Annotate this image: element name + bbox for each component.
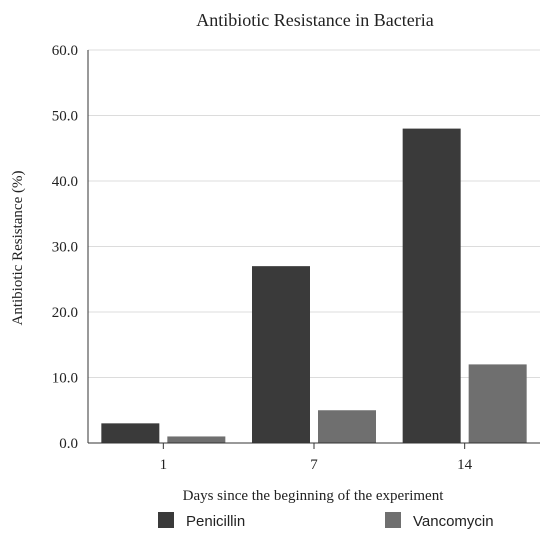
bar-penicillin-14	[402, 128, 461, 443]
y-axis-label: Antibiotic Resistance (%)	[10, 171, 26, 326]
y-tick-label: 40.0	[52, 174, 78, 190]
y-tick-label: 10.0	[52, 371, 78, 387]
bar-vancomycin-1	[167, 436, 226, 443]
bar-penicillin-7	[252, 266, 310, 443]
legend: Penicillin Vancomycin	[158, 512, 494, 530]
bar-vancomycin-7	[318, 410, 376, 443]
bar-penicillin-1	[101, 423, 160, 443]
legend-label-penicillin: Penicillin	[186, 513, 245, 530]
legend-label-vancomycin: Vancomycin	[413, 513, 494, 530]
legend-swatch-penicillin	[158, 512, 174, 528]
x-tick-label: 1	[160, 457, 168, 473]
bar-vancomycin-14	[468, 364, 527, 443]
y-tick-label: 50.0	[52, 109, 78, 125]
y-tick-label: 0.0	[59, 436, 78, 452]
legend-swatch-vancomycin	[385, 512, 401, 528]
x-tick-labels: 1 7 14	[160, 443, 473, 473]
x-axis-label: Days since the beginning of the experime…	[183, 488, 445, 504]
y-tick-labels: 0.0 10.0 20.0 30.0 40.0 50.0 60.0	[52, 43, 78, 452]
x-tick-label: 7	[310, 457, 318, 473]
y-tick-label: 30.0	[52, 240, 78, 256]
y-tick-label: 60.0	[52, 43, 78, 59]
chart-title: Antibiotic Resistance in Bacteria	[196, 10, 433, 30]
gridlines	[88, 49, 540, 378]
y-tick-label: 20.0	[52, 305, 78, 321]
bars	[101, 128, 527, 443]
x-tick-label: 14	[457, 457, 473, 473]
